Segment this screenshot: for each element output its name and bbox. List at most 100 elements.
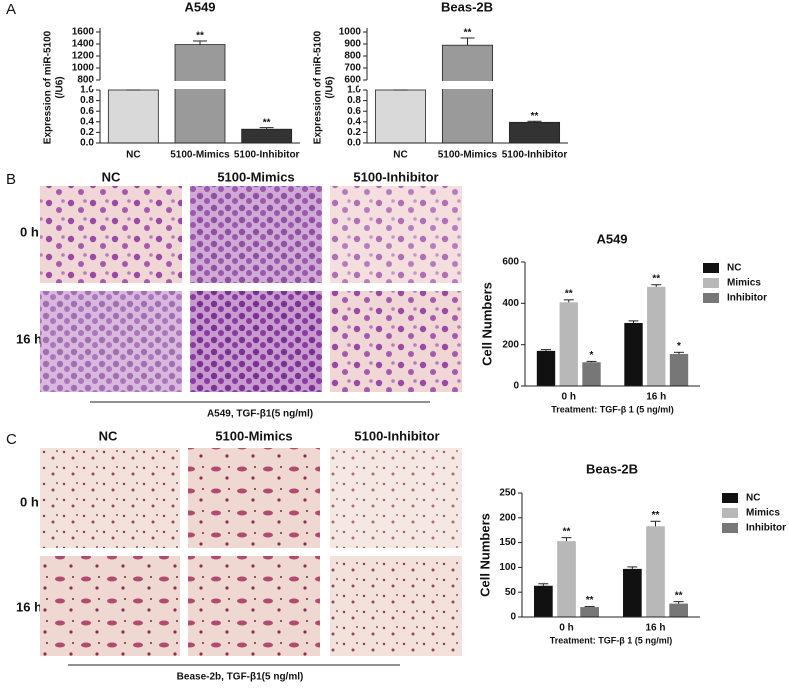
panel-letter: B — [6, 171, 16, 188]
bar — [647, 286, 666, 386]
column-label: NC — [99, 428, 118, 443]
legend-label: Inhibitor — [746, 523, 786, 534]
x-tick-label: 16 h — [645, 623, 665, 634]
y-tick-label: 0.2 — [347, 127, 361, 138]
x-axis-label: Treatment: TGF-β 1 (5 ng/ml) — [551, 404, 674, 414]
micrograph — [40, 186, 182, 283]
y-tick-label: 1.0 — [80, 85, 94, 96]
micrograph — [188, 448, 320, 548]
y-axis-label: (/U6) — [325, 76, 336, 98]
row-label: 16 h — [16, 331, 42, 346]
y-tick-label: 900 — [344, 39, 361, 50]
bar — [623, 568, 642, 617]
y-tick-label: 1000 — [339, 27, 362, 38]
legend-swatch — [722, 493, 738, 503]
x-tick-label: 0 h — [562, 392, 576, 403]
y-tick-label: 1.0 — [347, 85, 361, 96]
caption: A549, TGF-β1(5 ng/ml) — [207, 409, 313, 420]
chart-title: Beas-2B — [586, 461, 638, 476]
row-label: 0 h — [20, 494, 39, 509]
axis-break — [92, 81, 302, 89]
chart-title: A549 — [596, 231, 627, 246]
y-axis-label: Cell Numbers — [479, 282, 494, 366]
y-tick-label: 0.8 — [347, 95, 361, 106]
bar — [580, 607, 599, 617]
bar — [174, 44, 226, 144]
column-label: 5100-Mimics — [215, 428, 292, 443]
y-axis-label: Cell Numbers — [477, 513, 492, 597]
legend-label: Mimics — [727, 278, 761, 289]
y-tick-label: 50 — [505, 587, 517, 598]
significance: ** — [531, 111, 539, 122]
y-tick-label: 100 — [499, 562, 516, 573]
x-tick-label: NC — [126, 150, 140, 161]
micrograph — [190, 291, 322, 392]
legend-swatch — [703, 278, 719, 288]
micrograph — [188, 556, 320, 656]
legend-label: Mimics — [746, 508, 780, 519]
y-tick-label: 0 — [510, 612, 516, 623]
legend-swatch — [703, 293, 719, 303]
significance: * — [677, 341, 681, 352]
y-tick-label: 600 — [502, 257, 519, 268]
column-label: 5100-Inhibitor — [354, 428, 439, 443]
y-axis-label: Expression of miR-5100 — [43, 30, 54, 144]
significance: * — [590, 350, 594, 361]
bar — [559, 302, 578, 386]
significance: ** — [652, 273, 660, 284]
y-tick-label: 250 — [499, 488, 516, 499]
x-tick-label: 16 h — [646, 392, 666, 403]
bar — [241, 128, 293, 144]
bar — [669, 603, 688, 617]
y-axis-label: Expression of miR-5100 — [313, 30, 324, 144]
y-tick-label: 0.4 — [80, 116, 94, 127]
y-tick-label: 1000 — [72, 63, 95, 74]
y-tick-label: 0.2 — [80, 127, 94, 138]
micrograph — [190, 186, 322, 283]
legend-label: NC — [727, 263, 741, 274]
significance: ** — [563, 526, 571, 537]
y-tick-label: 800 — [77, 75, 94, 86]
bar — [557, 541, 576, 617]
y-tick-label: 1400 — [72, 39, 95, 50]
micrograph — [40, 448, 180, 548]
bar — [508, 121, 561, 144]
bar — [624, 322, 643, 386]
legend-label: NC — [746, 493, 760, 504]
significance: ** — [464, 28, 472, 39]
bar — [669, 353, 689, 386]
y-tick-label: 0.8 — [80, 95, 94, 106]
y-tick-label: 0.6 — [80, 106, 94, 117]
bar — [107, 89, 159, 144]
y-tick-label: 0.6 — [347, 106, 361, 117]
bar — [582, 362, 601, 386]
bar — [536, 350, 556, 386]
micrograph — [40, 291, 182, 392]
bar — [646, 526, 665, 617]
x-tick-label: 5100-Inhibitor — [502, 150, 568, 161]
y-tick-label: 600 — [344, 75, 361, 86]
significance: ** — [263, 117, 271, 128]
legend-swatch — [703, 263, 719, 273]
chart-title: Beas-2B — [441, 0, 493, 14]
micrograph — [330, 291, 462, 392]
legend-label: Inhibitor — [727, 293, 767, 304]
x-axis-label: Treatment: TGF-β 1 (5 ng/ml) — [550, 635, 673, 645]
significance: ** — [675, 590, 683, 601]
significance: ** — [586, 595, 594, 606]
y-tick-label: 1600 — [72, 27, 95, 38]
micrograph — [330, 186, 462, 283]
significance: ** — [652, 510, 660, 521]
y-tick-label: 0.0 — [80, 138, 94, 149]
y-tick-label: 1200 — [72, 51, 95, 62]
column-label: 5100-Mimics — [217, 169, 294, 184]
bar — [441, 44, 494, 144]
y-tick-label: 200 — [502, 339, 519, 350]
axis-break — [359, 81, 570, 89]
y-tick-label: 400 — [502, 298, 519, 309]
x-tick-label: 5100-Mimics — [170, 150, 230, 161]
legend-swatch — [722, 508, 738, 518]
significance: ** — [565, 288, 573, 299]
x-tick-label: NC — [393, 150, 407, 161]
